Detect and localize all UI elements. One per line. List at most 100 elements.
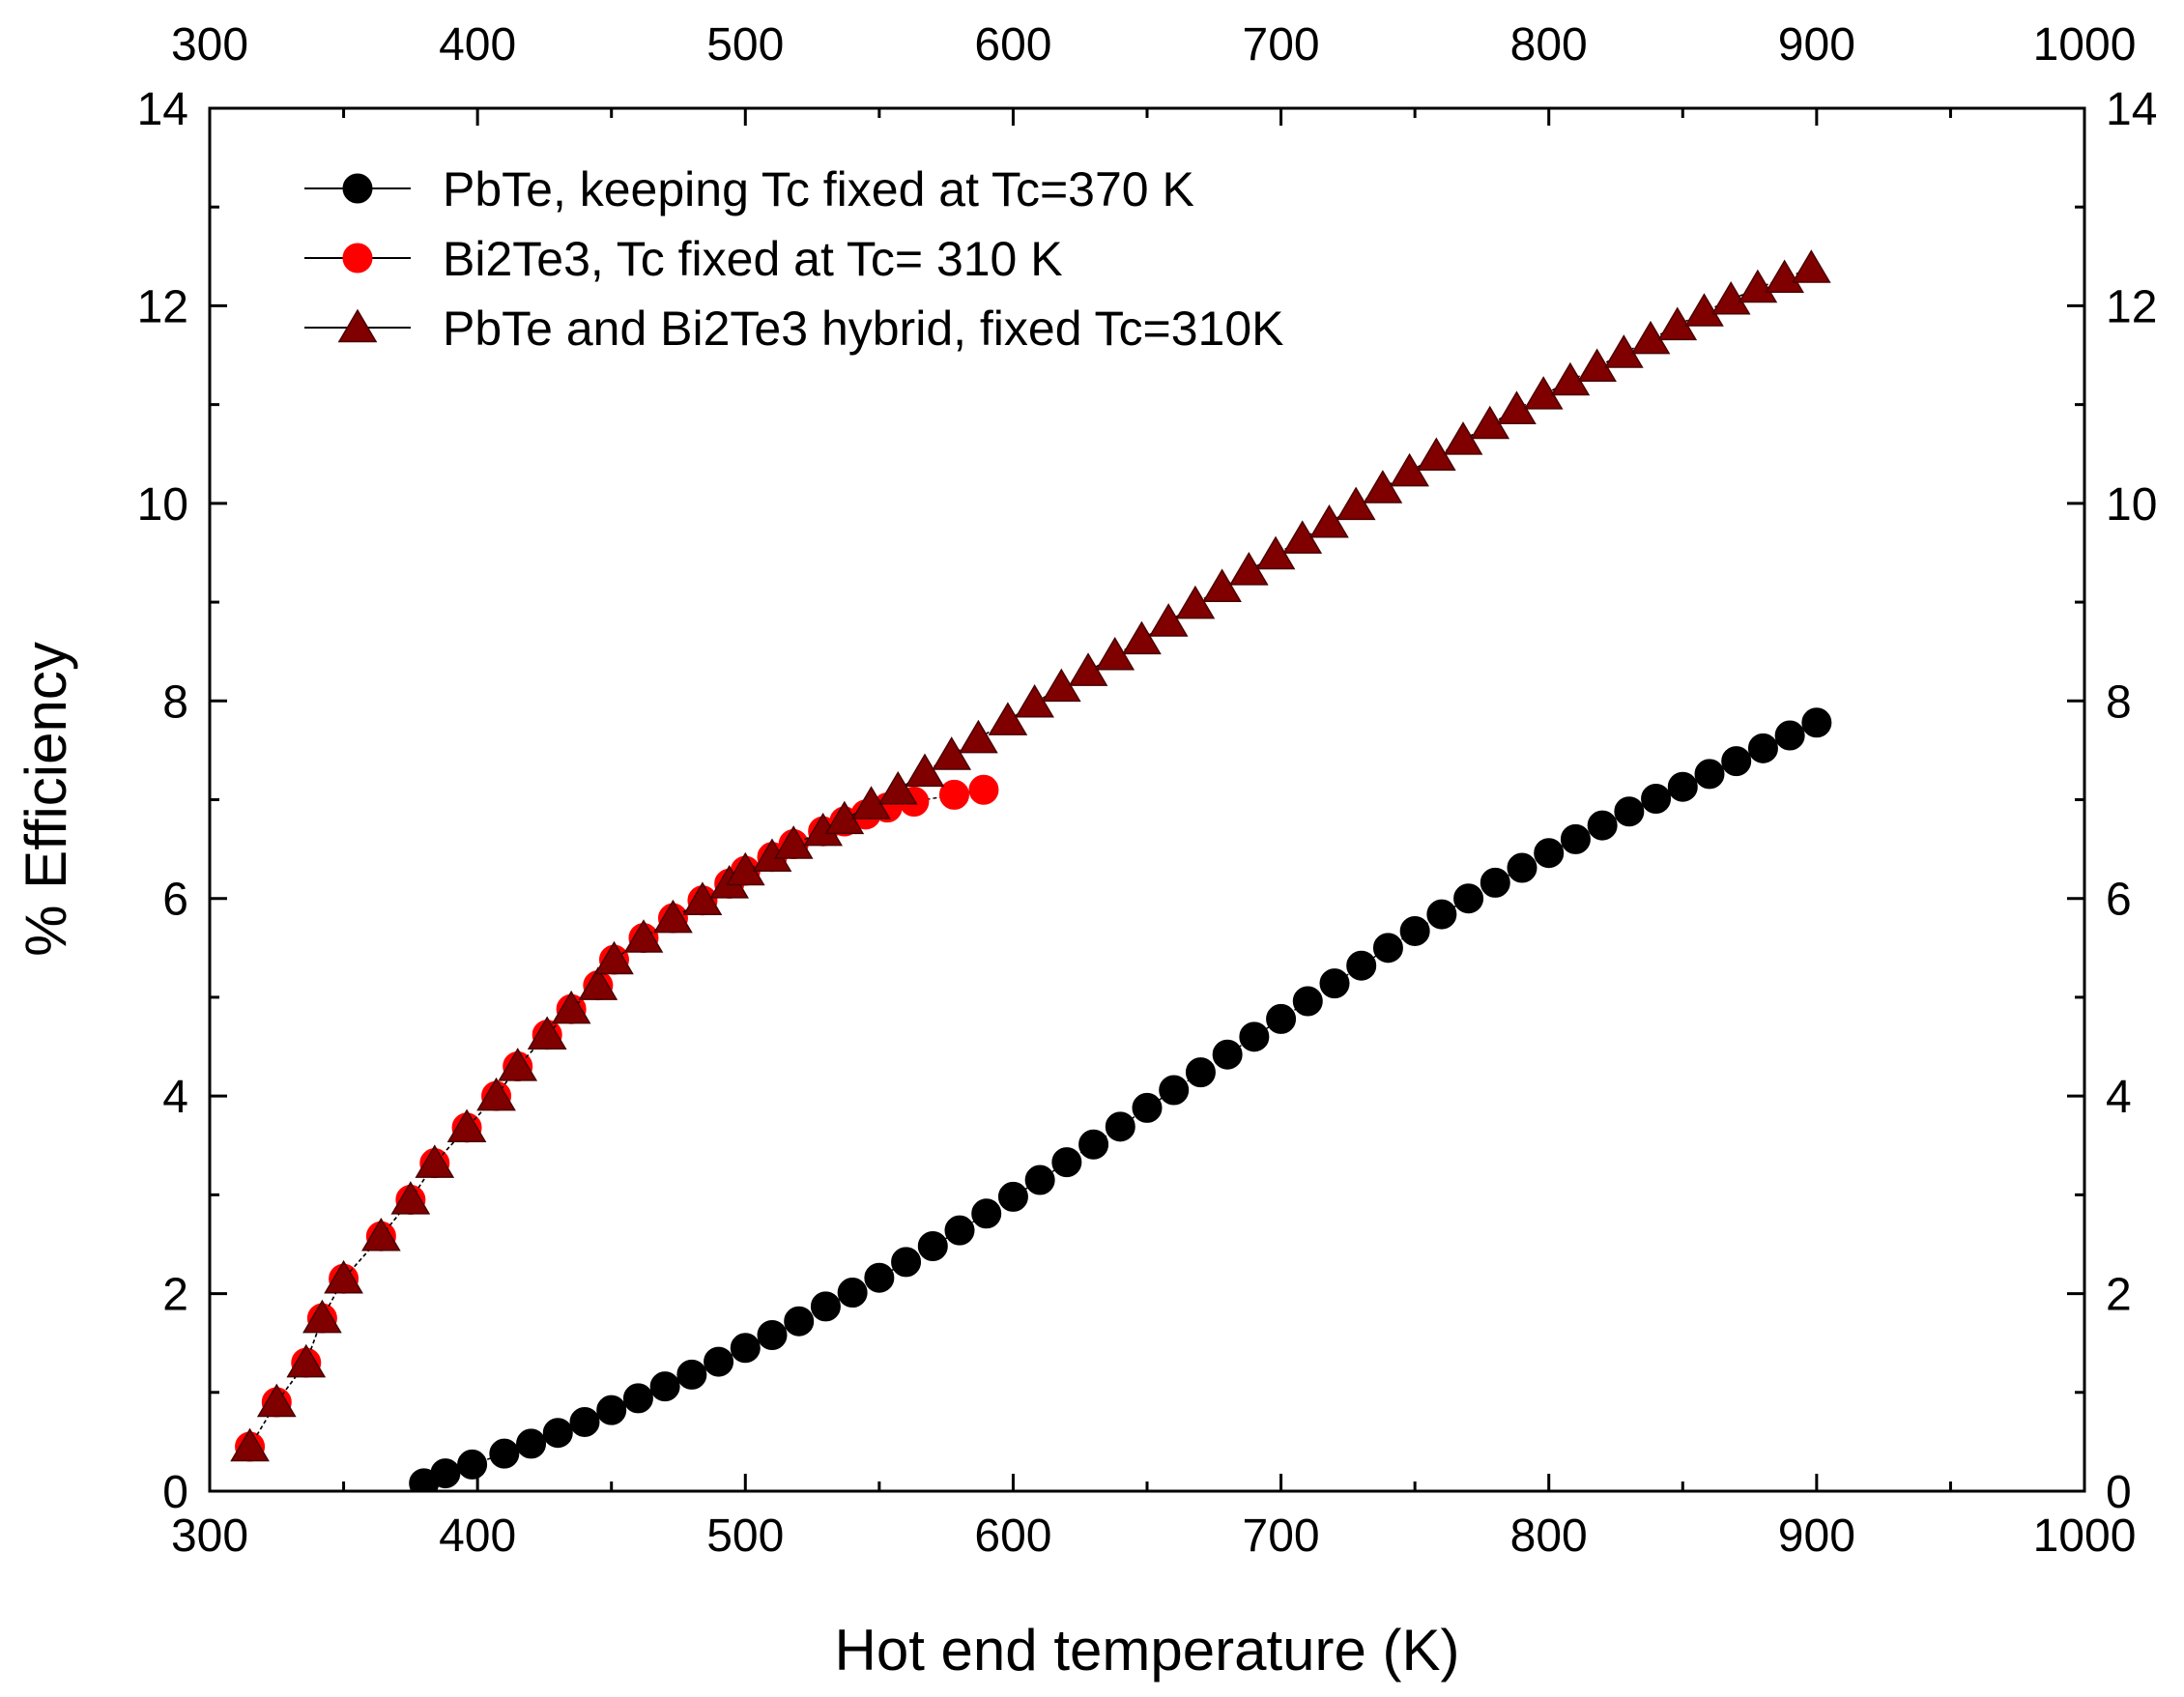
data-point: [1694, 759, 1725, 790]
y-tick-label-right: 8: [2106, 676, 2132, 728]
data-point: [917, 1231, 948, 1262]
data-point: [1122, 620, 1162, 655]
y-tick-label-left: 6: [162, 875, 188, 926]
data-point: [1801, 707, 1832, 738]
data-point: [489, 1438, 520, 1469]
data-point: [1309, 503, 1349, 538]
legend-label: PbTe, keeping Tc fixed at Tc=370 K: [443, 162, 1194, 216]
y-tick-label-left: 8: [162, 676, 188, 728]
series-0: [409, 707, 1832, 1491]
legend-marker: [342, 173, 373, 204]
data-point: [1346, 950, 1377, 981]
data-point: [1791, 249, 1831, 283]
legend-label: Bi2Te3, Tc fixed at Tc= 310 K: [443, 232, 1063, 286]
data-point: [1105, 1111, 1135, 1142]
data-point: [730, 1333, 761, 1364]
data-point: [757, 1320, 788, 1351]
data-point: [1363, 470, 1403, 503]
data-point: [988, 702, 1028, 735]
series-2: [230, 249, 1831, 1462]
data-point: [1399, 915, 1430, 946]
data-point: [1453, 883, 1484, 914]
y-tick-label-left: 2: [162, 1270, 188, 1321]
y-tick-label-left: 14: [137, 84, 188, 135]
data-point: [1710, 280, 1751, 315]
x-tick-label-bottom: 500: [706, 1510, 784, 1562]
data-point: [1051, 1147, 1082, 1178]
data-point: [1774, 720, 1805, 751]
data-point: [430, 1458, 461, 1489]
y-axis-title: % Efficiency: [14, 642, 78, 957]
data-point: [682, 881, 723, 915]
data-point: [905, 753, 945, 788]
data-point: [596, 1395, 627, 1425]
data-point: [837, 1278, 868, 1309]
y-tick-label-right: 4: [2106, 1072, 2132, 1123]
data-point: [516, 1428, 547, 1459]
data-point: [1426, 899, 1457, 930]
x-tick-label-top: 1000: [2033, 19, 2137, 71]
data-point: [622, 1383, 653, 1414]
data-point: [302, 1299, 342, 1334]
y-tick-label-left: 4: [162, 1072, 188, 1123]
data-point: [256, 1383, 297, 1418]
data-point: [1185, 1057, 1216, 1088]
y-tick-label-left: 10: [137, 479, 188, 531]
data-point: [1614, 796, 1645, 827]
x-tick-label-top: 400: [439, 19, 516, 71]
data-point: [1721, 746, 1752, 777]
data-point: [773, 825, 814, 859]
data-point: [542, 1418, 573, 1449]
data-point: [1747, 733, 1778, 763]
data-point: [457, 1449, 488, 1480]
y-tick-label-left: 12: [137, 281, 188, 332]
data-point: [1684, 293, 1724, 327]
data-point: [676, 1359, 707, 1390]
data-point: [891, 1247, 922, 1278]
data-point: [446, 1108, 487, 1143]
data-point: [1319, 968, 1350, 999]
data-point: [1480, 867, 1510, 898]
data-point: [1024, 1165, 1055, 1195]
data-point: [864, 1262, 895, 1293]
series-1: [235, 774, 999, 1462]
data-point: [1266, 1003, 1297, 1034]
x-tick-label-bottom: 600: [974, 1510, 1051, 1562]
data-point: [1159, 1075, 1190, 1106]
data-point: [1560, 823, 1591, 854]
x-tick-label-top: 600: [974, 19, 1051, 71]
data-point: [810, 1291, 841, 1322]
data-point: [1587, 810, 1618, 841]
x-tick-label-top: 900: [1778, 19, 1855, 71]
data-point: [932, 736, 972, 770]
legend-label: PbTe and Bi2Te3 hybrid, fixed Tc=310K: [443, 302, 1283, 356]
data-point: [968, 774, 999, 805]
x-tick-label-bottom: 700: [1243, 1510, 1320, 1562]
data-point: [1175, 585, 1216, 619]
data-point: [971, 1198, 1002, 1229]
data-point: [1336, 486, 1376, 521]
data-point: [361, 1217, 401, 1251]
data-point: [877, 770, 918, 805]
x-tick-label-top: 700: [1243, 19, 1320, 71]
data-point: [498, 1048, 538, 1081]
x-tick-label-top: 300: [171, 19, 248, 71]
data-point: [944, 1215, 975, 1246]
data-point: [1641, 783, 1672, 814]
data-point: [286, 1343, 327, 1378]
y-tick-label-right: 14: [2106, 84, 2157, 135]
data-point: [1738, 269, 1778, 303]
legend: PbTe, keeping Tc fixed at Tc=370 K Bi2Te3…: [304, 162, 1283, 356]
data-point: [1292, 986, 1323, 1017]
x-axis-title: Hot end temperature (K): [835, 1618, 1460, 1683]
x-tick-label-top: 800: [1510, 19, 1588, 71]
data-point: [997, 1181, 1028, 1212]
data-point: [784, 1306, 815, 1337]
data-point: [527, 1016, 567, 1050]
y-tick-label-left: 0: [162, 1467, 188, 1518]
data-point: [415, 1144, 455, 1178]
data-point: [230, 1427, 270, 1462]
x-tick-label-bottom: 1000: [2033, 1510, 2137, 1562]
data-point: [324, 1259, 363, 1294]
